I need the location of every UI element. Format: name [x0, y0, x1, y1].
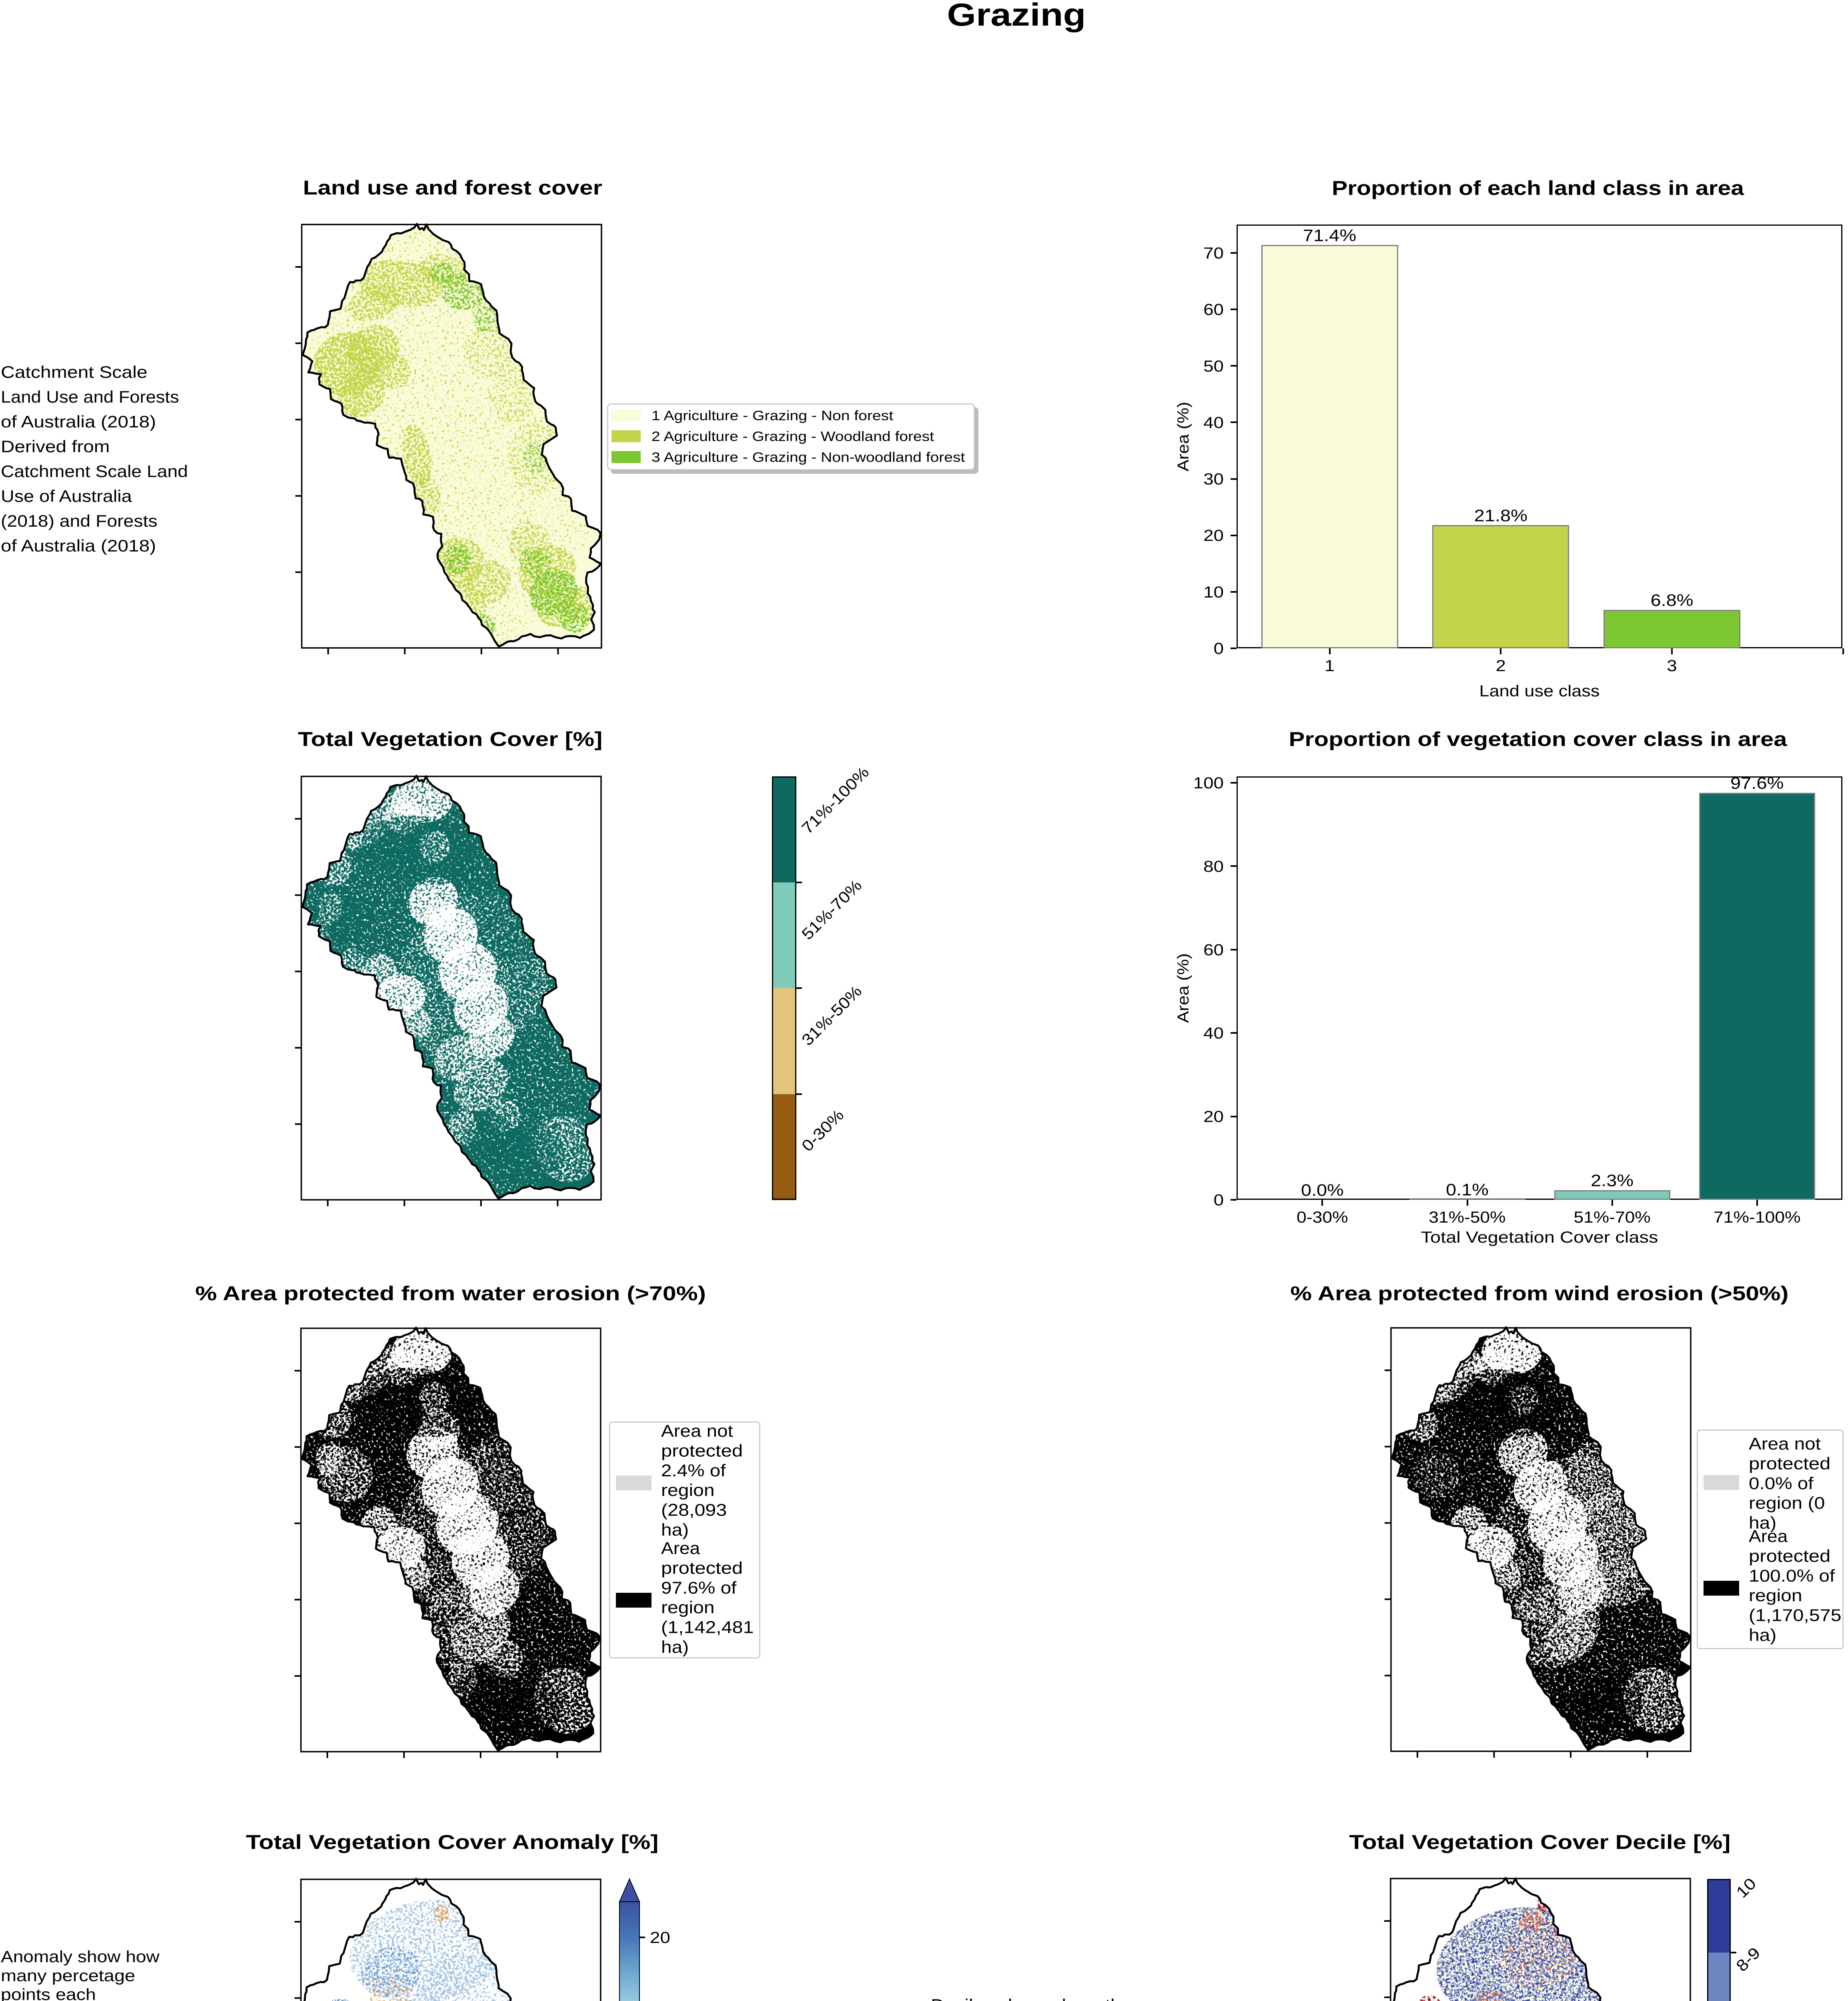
svg-text:50: 50 [1203, 357, 1224, 375]
svg-text:51%-70%: 51%-70% [798, 876, 865, 943]
svg-text:Use of Australia: Use of Australia [1, 487, 132, 505]
svg-text:40: 40 [1203, 1025, 1224, 1042]
svg-text:Land Use and Forests: Land Use and Forests [1, 387, 179, 406]
svg-text:0.1%: 0.1% [1446, 1180, 1489, 1199]
svg-text:8-9: 8-9 [1733, 1944, 1764, 1975]
svg-text:Area (%): Area (%) [1175, 953, 1192, 1023]
svg-text:21.8%: 21.8% [1474, 506, 1527, 525]
svg-text:0: 0 [1214, 1191, 1224, 1209]
svg-text:71%-100%: 71%-100% [798, 764, 872, 838]
svg-text:0: 0 [1214, 640, 1224, 658]
svg-text:30: 30 [1203, 471, 1224, 488]
svg-text:0-30%: 0-30% [1297, 1209, 1348, 1226]
svg-text:60: 60 [1203, 941, 1224, 959]
svg-text:(1,170,575: (1,170,575 [1749, 1606, 1842, 1625]
svg-text:Area not: Area not [1749, 1434, 1821, 1453]
svg-text:71%-100%: 71%-100% [1714, 1209, 1801, 1226]
svg-text:points each: points each [1, 1985, 96, 2001]
svg-text:Total Vegetation Cover [%]: Total Vegetation Cover [%] [298, 728, 603, 750]
svg-text:ha): ha) [1749, 1514, 1776, 1532]
svg-text:region: region [661, 1598, 715, 1617]
svg-text:0.0% of: 0.0% of [1749, 1474, 1814, 1493]
svg-text:Anomaly show how: Anomaly show how [1, 1947, 160, 1966]
svg-text:ha): ha) [1749, 1626, 1776, 1644]
svg-text:97.6% of: 97.6% of [661, 1578, 737, 1597]
svg-text:region (0: region (0 [1749, 1494, 1825, 1512]
svg-text:31%-50%: 31%-50% [1429, 1209, 1505, 1226]
svg-text:80: 80 [1203, 858, 1224, 875]
svg-text:of Australia (2018): of Australia (2018) [1, 536, 156, 555]
svg-text:protected: protected [661, 1558, 743, 1577]
svg-text:0.0%: 0.0% [1301, 1181, 1344, 1199]
svg-text:% Area protected from wind ero: % Area protected from wind erosion (>50%… [1291, 1282, 1789, 1305]
svg-text:51%-70%: 51%-70% [1574, 1209, 1651, 1226]
svg-text:(2018) and Forests: (2018) and Forests [1, 511, 157, 530]
svg-text:(1,142,481: (1,142,481 [661, 1618, 754, 1637]
svg-text:Land use and forest cover: Land use and forest cover [303, 176, 602, 199]
svg-text:region: region [661, 1481, 715, 1500]
svg-text:of Australia (2018): of Australia (2018) [1, 412, 156, 431]
svg-text:40: 40 [1203, 414, 1224, 431]
svg-text:protected: protected [661, 1441, 743, 1460]
svg-text:% Area protected from water er: % Area protected from water erosion (>70… [195, 1282, 706, 1305]
svg-text:protected: protected [1749, 1546, 1830, 1565]
svg-text:Proportion of each land class: Proportion of each land class in area [1332, 177, 1744, 199]
svg-text:Deciles show where the: Deciles show where the [931, 1996, 1132, 2001]
svg-text:100.0% of: 100.0% of [1749, 1566, 1835, 1585]
svg-text:ha): ha) [661, 1520, 689, 1539]
svg-text:Total Vegetation Cover Anomaly: Total Vegetation Cover Anomaly [%] [246, 1831, 659, 1853]
svg-text:20: 20 [650, 1929, 670, 1947]
svg-text:Area (%): Area (%) [1175, 402, 1192, 471]
svg-text:20: 20 [1203, 527, 1224, 545]
svg-text:Proportion of vegetation cover: Proportion of vegetation cover class in … [1289, 728, 1788, 750]
svg-text:Land use class: Land use class [1479, 682, 1600, 700]
svg-text:Derived from: Derived from [1, 437, 110, 456]
svg-text:Total Vegetation Cover Decile: Total Vegetation Cover Decile [%] [1349, 1831, 1731, 1853]
svg-text:0-30%: 0-30% [798, 1106, 847, 1155]
svg-text:Area: Area [661, 1539, 700, 1558]
svg-text:97.6%: 97.6% [1730, 774, 1784, 792]
svg-text:20: 20 [1203, 1108, 1224, 1126]
svg-text:10: 10 [1203, 583, 1224, 601]
svg-text:2 Agriculture - Grazing - Wood: 2 Agriculture - Grazing - Woodland fores… [651, 429, 934, 444]
svg-text:100: 100 [1193, 774, 1224, 792]
svg-text:Grazing: Grazing [947, 0, 1086, 32]
svg-text:70: 70 [1203, 245, 1224, 262]
svg-text:protected: protected [1749, 1454, 1830, 1473]
svg-text:Area: Area [1749, 1527, 1788, 1546]
svg-text:Total Vegetation Cover class: Total Vegetation Cover class [1421, 1229, 1658, 1246]
svg-text:Catchment Scale: Catchment Scale [1, 363, 147, 381]
svg-text:71.4%: 71.4% [1303, 226, 1356, 245]
svg-text:60: 60 [1203, 301, 1224, 319]
svg-text:6.8%: 6.8% [1651, 591, 1694, 610]
svg-text:31%-50%: 31%-50% [798, 982, 865, 1049]
svg-text:ha): ha) [661, 1638, 689, 1656]
svg-text:many percetage: many percetage [1, 1966, 135, 1985]
svg-text:2.4% of: 2.4% of [661, 1461, 726, 1480]
svg-text:2: 2 [1496, 657, 1506, 675]
svg-text:10: 10 [1733, 1875, 1760, 1901]
svg-text:Area not: Area not [661, 1422, 733, 1440]
svg-text:3 Agriculture - Grazing - Non-: 3 Agriculture - Grazing - Non-woodland f… [651, 450, 965, 465]
svg-text:region: region [1749, 1586, 1802, 1605]
svg-text:1 Agriculture - Grazing - Non: 1 Agriculture - Grazing - Non forest [651, 408, 894, 423]
svg-text:(28,093: (28,093 [661, 1501, 727, 1520]
svg-text:2.3%: 2.3% [1591, 1171, 1634, 1190]
svg-text:3: 3 [1667, 657, 1677, 675]
svg-text:Catchment Scale Land: Catchment Scale Land [1, 462, 188, 481]
svg-text:1: 1 [1325, 657, 1335, 675]
